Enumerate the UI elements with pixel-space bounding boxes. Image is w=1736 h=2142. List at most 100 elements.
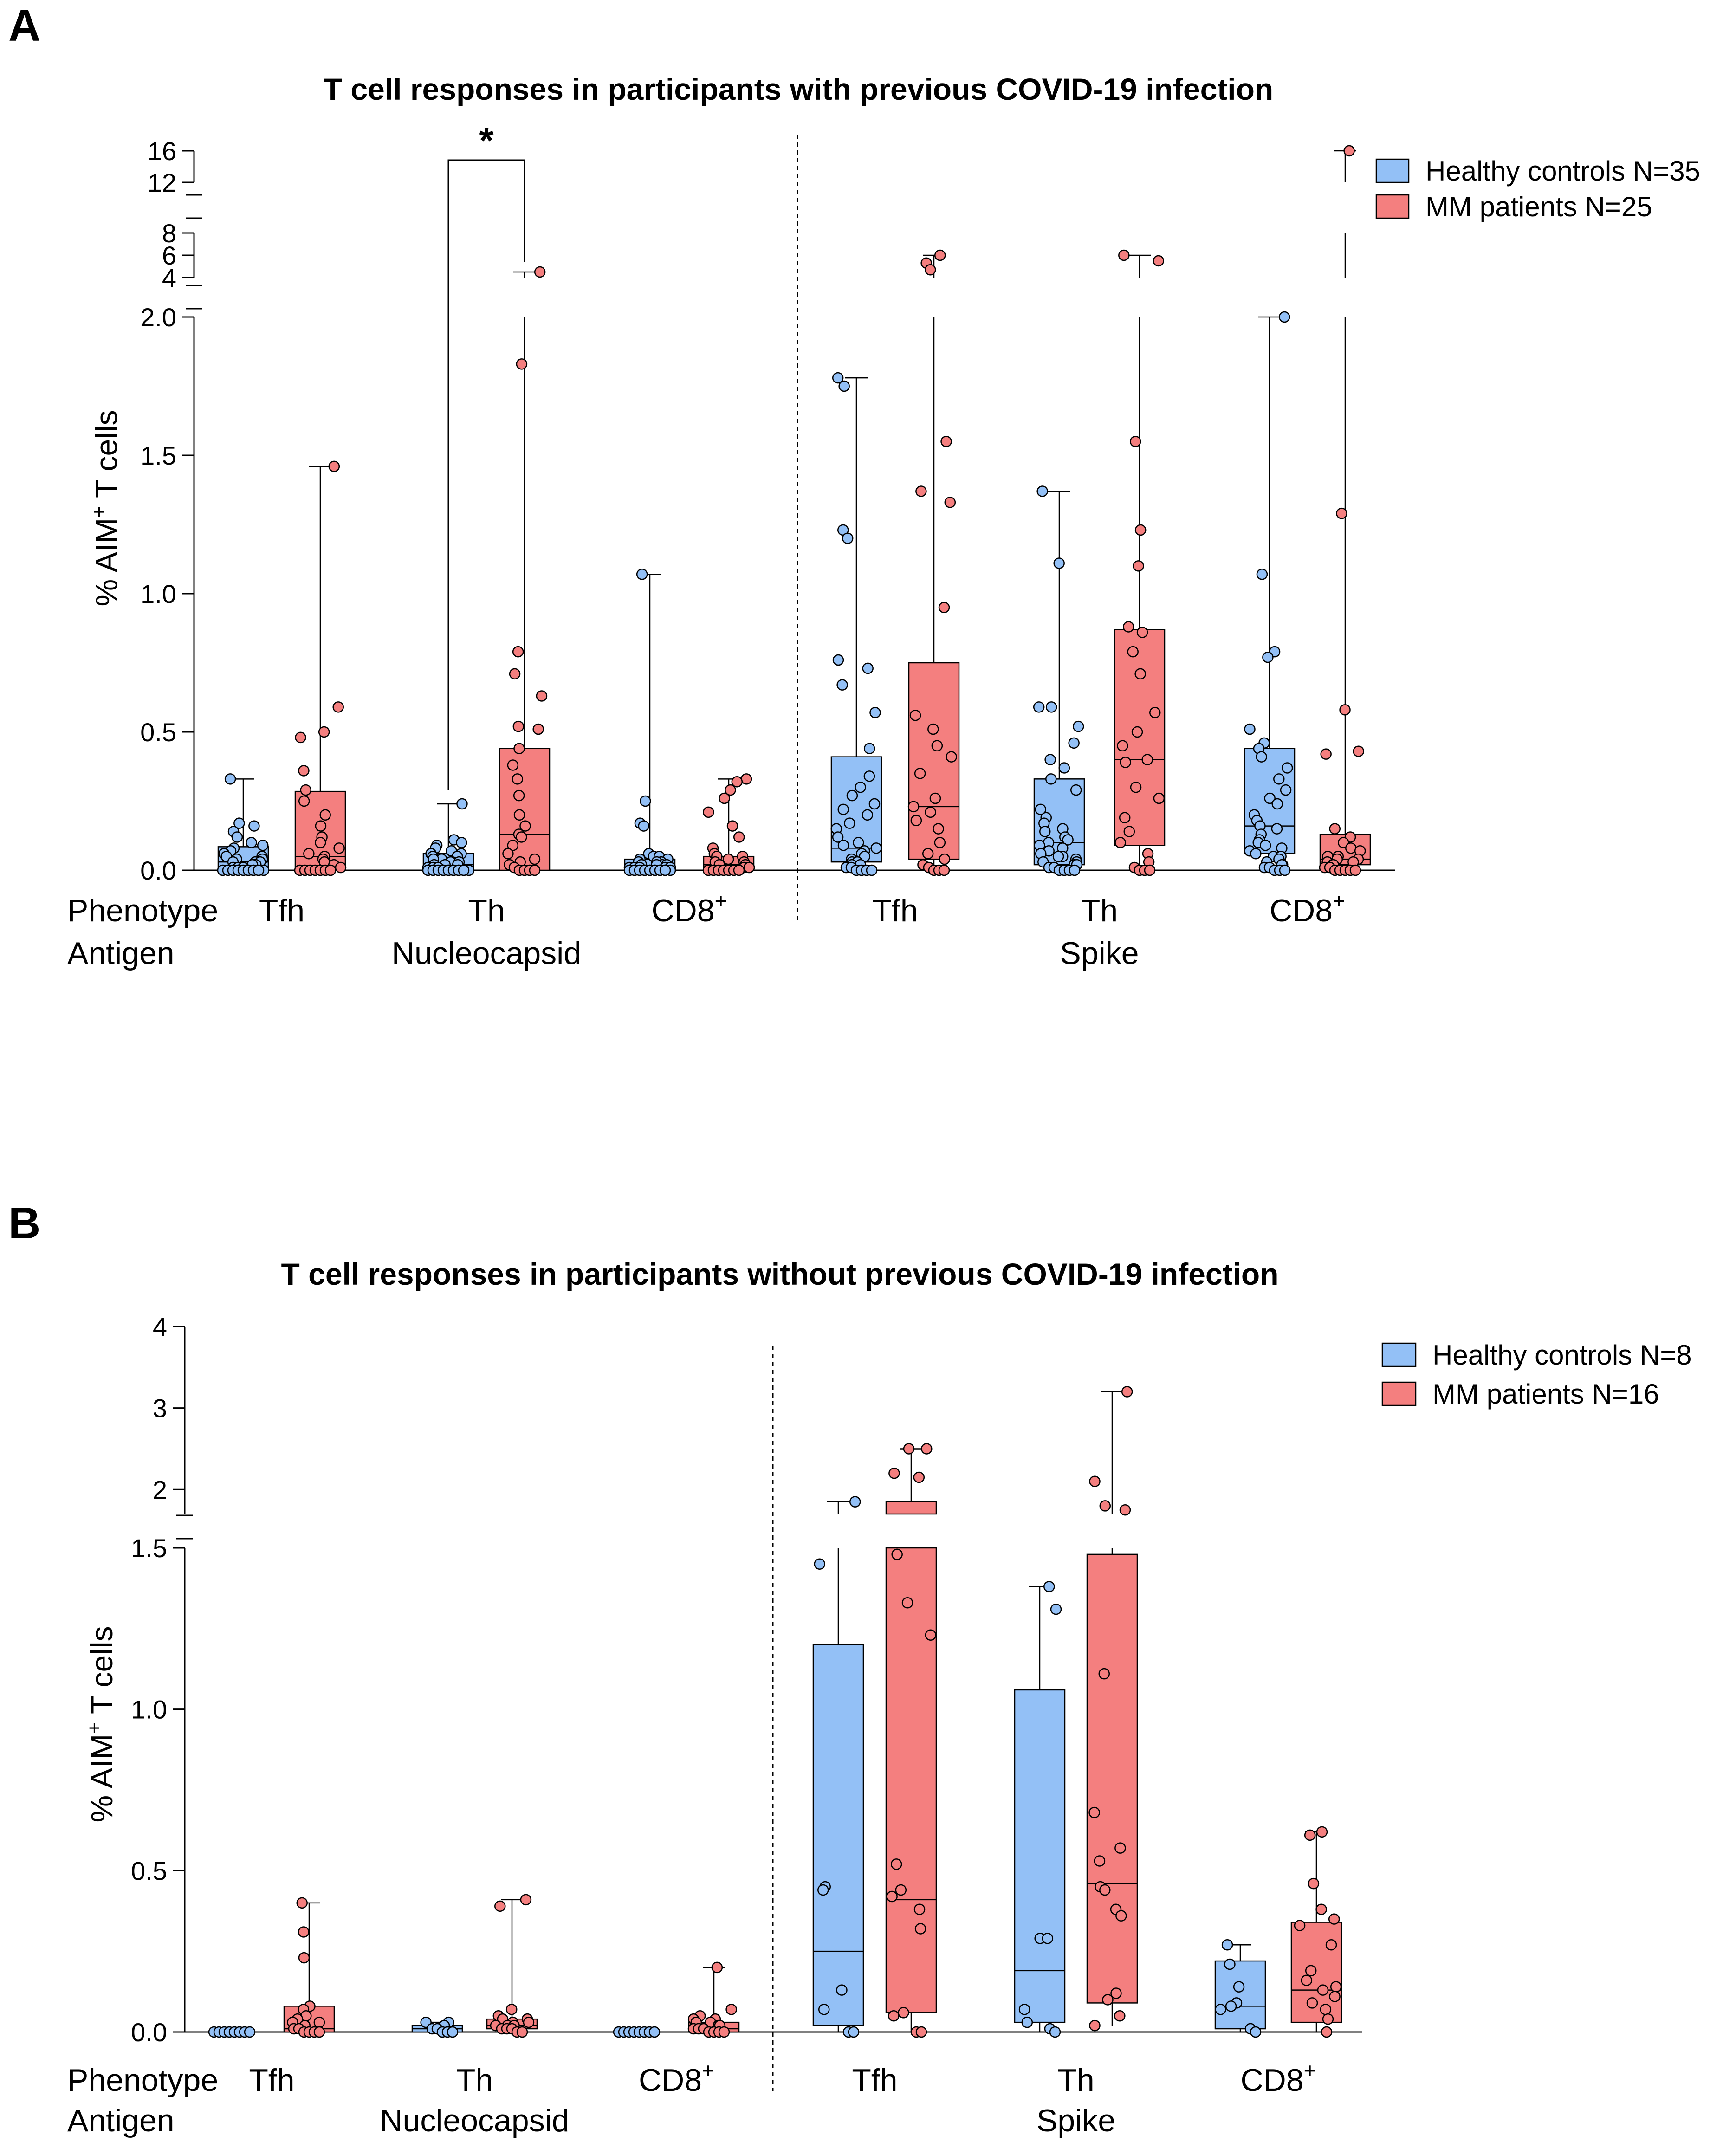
data-point xyxy=(915,2026,927,2038)
data-point xyxy=(838,380,850,392)
panel-a-y-tick-label: 4 xyxy=(162,263,176,292)
data-point xyxy=(1115,1910,1127,1922)
data-point xyxy=(1320,2004,1332,2015)
data-point xyxy=(1304,1829,1316,1841)
panel-a-phenotype-label: CD8+ xyxy=(1270,889,1345,928)
data-point xyxy=(921,1443,933,1455)
panel-b-plot: 0.0 0.5 1.0 1.5 2 3 4 Tfh Th Nucleocapsid CD8+ Tfh T… xyxy=(131,1312,1691,2138)
data-point xyxy=(836,1984,848,1996)
data-point xyxy=(855,781,866,793)
panel-a-y-tick-label: 6 xyxy=(162,241,176,270)
panel-a-y-tick-label: 0.0 xyxy=(140,856,176,885)
data-point xyxy=(1278,311,1290,323)
data-point xyxy=(1349,864,1361,876)
data-point xyxy=(313,2016,325,2028)
data-point xyxy=(922,848,934,860)
data-point xyxy=(1088,1806,1100,1818)
data-point xyxy=(1339,704,1351,716)
data-point xyxy=(1099,1884,1111,1896)
data-point xyxy=(1102,1994,1114,2006)
data-point xyxy=(925,1629,937,1641)
data-point xyxy=(939,853,951,865)
data-point xyxy=(1119,1504,1131,1516)
data-point xyxy=(1033,701,1045,713)
data-point xyxy=(324,864,337,876)
box-iqr xyxy=(1290,1922,1342,2023)
data-point xyxy=(298,795,310,807)
panel-b-box-mm-group-3 xyxy=(885,1443,937,2038)
data-point xyxy=(456,798,468,810)
data-point xyxy=(837,840,849,851)
data-point xyxy=(224,773,236,785)
data-point xyxy=(1225,2000,1237,2012)
panel-a-box-mm-group-5 xyxy=(1319,145,1371,876)
panel-b-legend-swatch-mm xyxy=(1381,1381,1417,1406)
data-point xyxy=(636,569,648,580)
data-point xyxy=(534,266,546,278)
data-point xyxy=(915,485,927,497)
data-point xyxy=(1089,2019,1101,2032)
panel-b-phenotype-label: Th xyxy=(1057,2063,1094,2098)
data-point xyxy=(1271,798,1283,810)
panel-a-legend-swatch-healthy xyxy=(1375,158,1410,183)
data-point xyxy=(913,1471,925,1483)
data-point xyxy=(1045,773,1057,785)
data-point xyxy=(458,864,470,876)
data-point xyxy=(513,789,525,802)
data-point xyxy=(832,372,844,384)
panel-b-y-tick-label: 4 xyxy=(153,1312,167,1341)
data-point xyxy=(726,820,738,832)
data-point xyxy=(817,1884,829,1896)
panel-a-y-tick-label: 2.0 xyxy=(140,303,176,332)
data-point xyxy=(1053,557,1065,569)
panel-a-y-tick-label: 0.5 xyxy=(140,718,176,747)
box-iqr xyxy=(1114,629,1166,846)
panel-b-y-tick-label: 0.5 xyxy=(131,1856,167,1885)
data-point xyxy=(1328,1913,1340,1925)
data-point xyxy=(303,848,315,860)
data-point xyxy=(1256,751,1267,763)
data-point xyxy=(848,2026,860,2038)
data-point xyxy=(1117,740,1128,752)
panel-b-title: T cell responses in participants without… xyxy=(281,1257,1278,1291)
data-point xyxy=(814,1558,826,1570)
data-point xyxy=(1301,1974,1313,1986)
data-point xyxy=(520,1894,532,1906)
data-point xyxy=(870,842,882,854)
data-point xyxy=(863,743,875,755)
data-point xyxy=(722,853,734,865)
data-point xyxy=(703,806,714,818)
panel-a-y-tick-label: 12 xyxy=(148,168,176,197)
data-point xyxy=(507,840,519,851)
box-iqr xyxy=(1214,1960,1266,2030)
data-point xyxy=(1068,737,1080,749)
data-point xyxy=(335,861,347,874)
data-point xyxy=(1134,668,1146,680)
panel-a-significance-star: * xyxy=(479,120,494,161)
data-point xyxy=(924,264,936,276)
data-point xyxy=(523,2016,535,2028)
panel-a-box-mm-group-2 xyxy=(702,773,755,876)
data-point xyxy=(862,809,873,821)
data-point xyxy=(1149,707,1161,718)
panel-b-antigen-label: Nucleocapsid xyxy=(380,2103,569,2138)
data-point xyxy=(888,2010,900,2022)
panel-b-phenotype-label: Tfh xyxy=(249,2063,294,2098)
data-point xyxy=(891,1548,903,1560)
data-point xyxy=(1094,1855,1106,1867)
panel-a-y-tick-label: 16 xyxy=(148,136,176,166)
data-point xyxy=(1118,249,1130,261)
data-point xyxy=(1294,1920,1306,1931)
data-point xyxy=(1322,2013,1334,2025)
data-point xyxy=(648,2026,661,2038)
data-point xyxy=(910,815,922,826)
panel-a-legend-label-healthy: Healthy controls N=35 xyxy=(1425,155,1700,187)
data-point xyxy=(1121,1386,1133,1398)
data-point xyxy=(832,654,844,666)
panel-b-phenotype-label: Th xyxy=(456,2063,493,2098)
data-point xyxy=(863,770,875,782)
data-point xyxy=(844,817,855,829)
data-point xyxy=(529,864,541,876)
data-point xyxy=(332,701,344,713)
